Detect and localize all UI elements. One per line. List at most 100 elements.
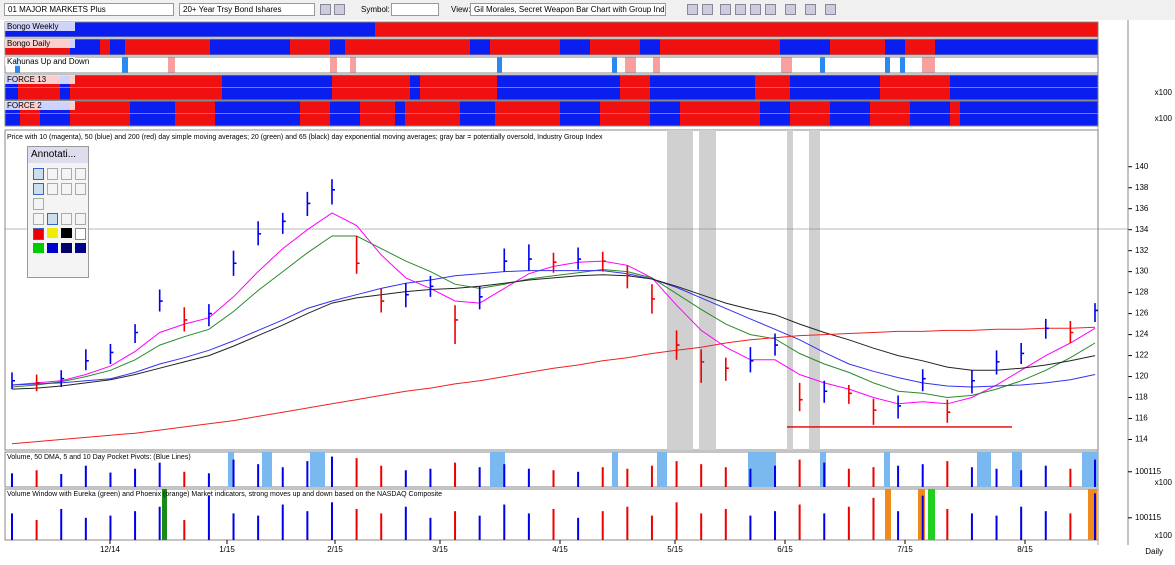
indicator-band — [490, 39, 560, 55]
highlight — [1088, 489, 1097, 540]
indicator-band — [636, 57, 653, 73]
price-bar — [331, 179, 335, 205]
indicator-band — [125, 39, 210, 55]
color-swatch[interactable] — [47, 228, 58, 238]
volume-bar — [552, 470, 555, 487]
indicator-band — [497, 57, 502, 73]
price-bar — [380, 288, 385, 313]
price-bar — [1094, 303, 1098, 322]
x-tick-label: 6/15 — [777, 545, 793, 554]
tool[interactable] — [33, 183, 44, 195]
tool-button[interactable] — [702, 4, 713, 15]
volume-bar — [60, 474, 63, 487]
next-button[interactable] — [334, 4, 345, 15]
color-swatch[interactable] — [61, 243, 72, 253]
highlight — [162, 489, 167, 540]
volume-pane — [4, 488, 1099, 541]
pane-title: Kahunas Up and Down — [7, 57, 89, 66]
volume-bar — [134, 468, 137, 487]
annotation-palette: Annotati... — [27, 146, 89, 278]
symbol-input[interactable] — [391, 3, 439, 16]
volume-bar — [872, 497, 875, 540]
tool[interactable] — [75, 183, 86, 195]
volume-bar — [675, 502, 678, 540]
x-tick-label: 3/15 — [432, 545, 448, 554]
indicator-band — [337, 57, 350, 73]
tool-button[interactable] — [785, 4, 796, 15]
volume-bar — [1044, 465, 1047, 487]
price-bar — [11, 372, 15, 390]
volume-bar — [1020, 506, 1023, 540]
volume-bar — [134, 511, 137, 540]
indicator-band — [375, 22, 1098, 37]
volume-bar — [158, 462, 161, 487]
volume-bar — [429, 468, 432, 487]
indicator-band — [470, 39, 490, 55]
indicator-band — [1000, 39, 1098, 55]
volume-bar — [552, 508, 555, 540]
color-swatch[interactable] — [75, 243, 86, 253]
color-swatch[interactable] — [33, 243, 44, 253]
price-bar — [208, 304, 212, 327]
tool-button[interactable] — [687, 4, 698, 15]
price-bar — [626, 265, 631, 289]
highlight — [884, 452, 890, 487]
indicator-band — [612, 57, 617, 73]
volume-bar — [1094, 459, 1096, 487]
indicator-band — [617, 57, 625, 73]
unit-label: x100 — [1155, 478, 1173, 487]
zoom-button[interactable] — [750, 4, 761, 15]
y-tick-label: 134 — [1135, 225, 1149, 234]
symbol-label: Symbol: — [361, 5, 390, 14]
period-label[interactable]: Daily — [1145, 547, 1163, 556]
oversold-bar — [809, 130, 820, 450]
color-swatch[interactable] — [33, 228, 44, 240]
line-style[interactable] — [47, 213, 58, 225]
highlight — [1012, 452, 1022, 487]
zoom-button[interactable] — [720, 4, 731, 15]
y-tick-label: 136 — [1135, 204, 1149, 213]
volume-bar — [355, 508, 358, 540]
highlight — [977, 452, 991, 487]
price-bar — [85, 349, 89, 371]
tool-button[interactable] — [825, 4, 836, 15]
tool[interactable] — [33, 198, 44, 210]
pane-title: Volume Window with Eureka (green) and Ph… — [7, 491, 442, 498]
line-style[interactable] — [75, 213, 86, 225]
volume-bar — [675, 461, 678, 487]
volume-bar — [650, 515, 653, 540]
moving-average — [11, 235, 1096, 399]
tool[interactable] — [47, 168, 58, 180]
symbol-select[interactable]: 20+ Year Trsy Bond Ishares — [179, 3, 315, 16]
indicator-band — [290, 39, 330, 55]
color-swatch[interactable] — [61, 228, 72, 238]
tool[interactable] — [33, 168, 44, 180]
volume-bar — [626, 506, 629, 540]
volume-bar — [724, 508, 727, 540]
indicator-band — [210, 39, 290, 55]
tool-button[interactable] — [805, 4, 816, 15]
line-style[interactable] — [33, 213, 44, 225]
tool[interactable] — [61, 168, 72, 180]
color-swatch[interactable] — [47, 243, 58, 253]
volume-bar — [847, 468, 850, 487]
zoom-button[interactable] — [765, 4, 776, 15]
price-bar — [306, 191, 311, 217]
line-style[interactable] — [61, 213, 72, 225]
tool[interactable] — [61, 183, 72, 195]
tool[interactable] — [47, 183, 58, 195]
tool[interactable] — [75, 168, 86, 180]
indicator-band — [660, 39, 780, 55]
zoom-button[interactable] — [735, 4, 746, 15]
view-select[interactable]: Gil Morales, Secret Weapon Bar Chart wit… — [470, 3, 666, 16]
volume-bar — [257, 464, 260, 487]
price-bar — [134, 324, 139, 343]
color-swatch[interactable] — [75, 228, 86, 240]
prev-button[interactable] — [320, 4, 331, 15]
x-tick-label: 5/15 — [667, 545, 683, 554]
price-bar — [232, 250, 237, 276]
watchlist-select[interactable]: 01 MAJOR MARKETS Plus — [4, 3, 174, 16]
y-tick-label: 130 — [1135, 267, 1149, 276]
volume-bar — [1020, 470, 1023, 487]
